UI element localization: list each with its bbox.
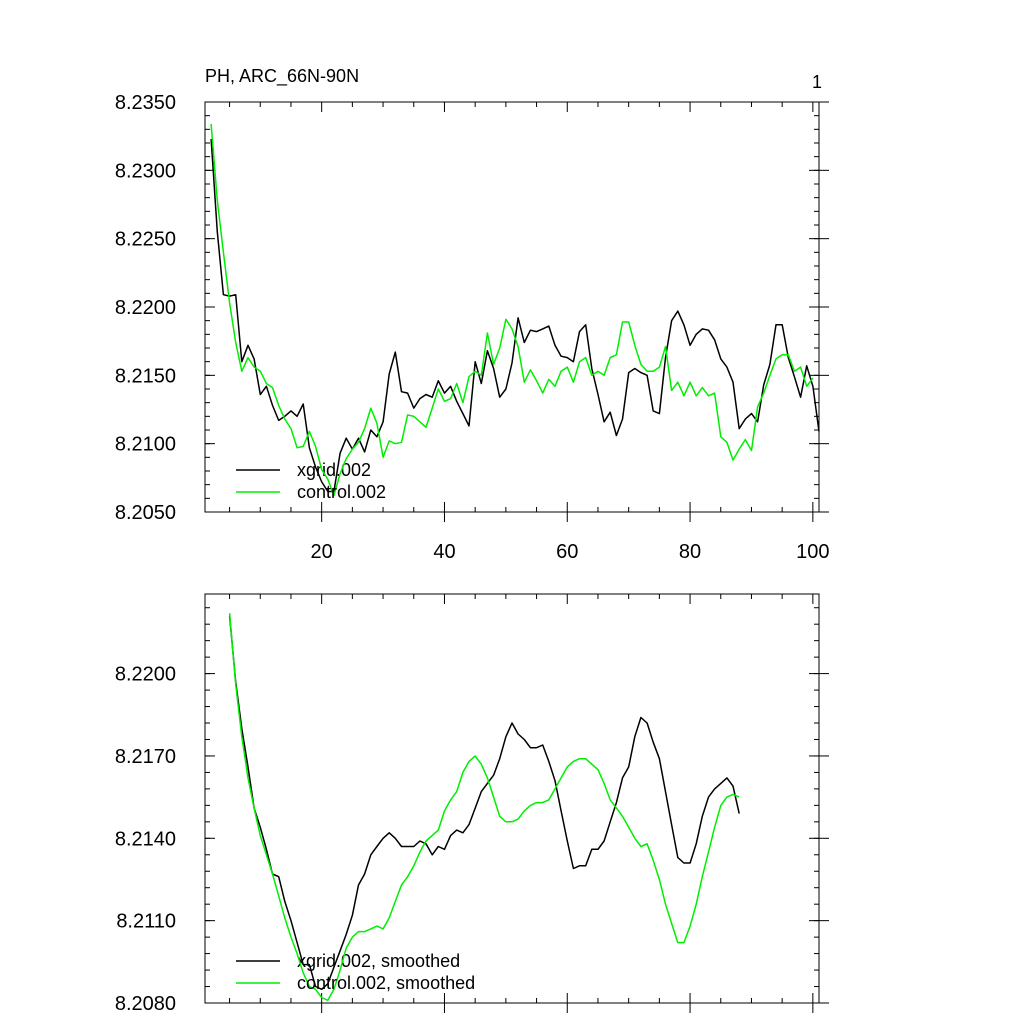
x-tick-label: 60 [556, 541, 578, 563]
y-tick-label: 8.2170 [115, 746, 176, 768]
y-tick-label: 8.2140 [115, 828, 176, 850]
y-tick-label: 8.2100 [115, 434, 176, 456]
y-tick-label: 8.2200 [115, 297, 176, 319]
y-tick-label: 8.2200 [115, 664, 176, 686]
legend-label: control.002 [297, 482, 386, 502]
series-line-control [210, 123, 814, 497]
x-tick-label: 100 [796, 541, 829, 563]
x-tick-label: 40 [433, 541, 455, 563]
legend-label: xgrid.002, smoothed [297, 951, 460, 971]
legend-label: xgrid.002 [297, 460, 371, 480]
plot-frame [204, 593, 820, 1004]
chart-title: PH, ARC_66N-90N [205, 66, 359, 87]
y-tick-label: 8.2300 [115, 160, 176, 182]
y-tick-label: 8.2080 [115, 993, 176, 1015]
series-line-xgrid [210, 138, 820, 493]
y-tick-label: 8.2110 [116, 911, 176, 933]
y-tick-label: 8.2150 [115, 365, 176, 387]
bottom-chart-smoothed: 8.2080 8.2110 8.2140 8.2170 8.2200 xgrid.002,… [115, 593, 829, 1015]
page-number: 1 [812, 72, 822, 92]
y-tick-label: 8.2050 [115, 502, 176, 524]
top-chart-raw: 8.2050 8.2100 8.2150 8.2200 8.2250 8.2300 8.23… [115, 66, 830, 563]
series-line-control [228, 613, 740, 1002]
y-tick-label: 8.2350 [115, 92, 176, 114]
series-line-xgrid [228, 615, 740, 991]
legend-label: control.002, smoothed [297, 973, 475, 993]
x-tick-label: 80 [679, 541, 701, 563]
y-tick-label: 8.2250 [115, 229, 176, 251]
x-tick-label: 20 [311, 541, 333, 563]
